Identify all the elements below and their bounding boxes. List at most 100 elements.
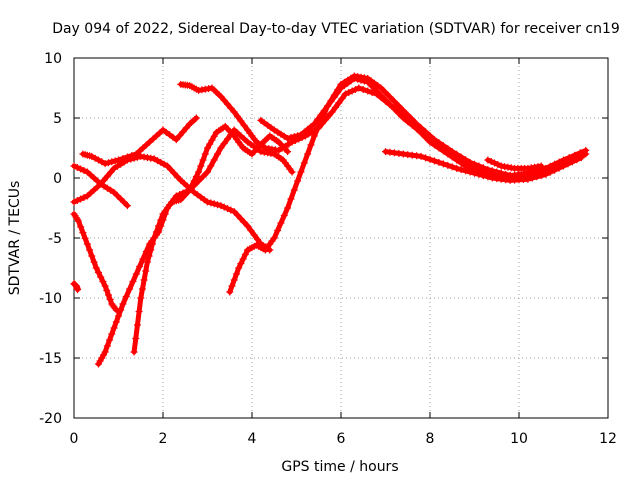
data-point bbox=[220, 203, 228, 211]
data-point bbox=[104, 291, 112, 299]
data-point bbox=[466, 168, 474, 176]
data-point bbox=[137, 294, 145, 302]
x-tick-label: 10 bbox=[510, 431, 528, 447]
data-point bbox=[147, 246, 155, 254]
data-point bbox=[156, 129, 164, 137]
data-point bbox=[235, 264, 243, 272]
data-point bbox=[87, 189, 95, 197]
data-point bbox=[111, 157, 119, 165]
data-point bbox=[74, 286, 82, 294]
data-point bbox=[122, 293, 130, 300]
data-point bbox=[471, 160, 478, 168]
x-tick-label: 0 bbox=[70, 431, 79, 447]
data-point bbox=[77, 223, 85, 231]
data-point bbox=[488, 167, 496, 175]
data-point bbox=[395, 102, 403, 110]
data-point bbox=[210, 200, 218, 208]
data-point bbox=[133, 321, 141, 329]
data-point bbox=[179, 128, 187, 136]
data-point bbox=[417, 124, 425, 132]
data-point bbox=[475, 170, 483, 178]
data-point bbox=[408, 116, 416, 123]
y-tick-label: 0 bbox=[53, 171, 62, 187]
data-point bbox=[167, 166, 175, 174]
data-point bbox=[462, 156, 470, 164]
data-point bbox=[136, 263, 144, 270]
data-point bbox=[494, 161, 502, 168]
data-point bbox=[386, 101, 394, 108]
data-point bbox=[81, 234, 89, 242]
data-point bbox=[320, 107, 328, 114]
data-point bbox=[210, 156, 218, 164]
data-point bbox=[92, 264, 100, 272]
data-point bbox=[135, 308, 143, 315]
data-point bbox=[240, 135, 248, 143]
data-point bbox=[426, 132, 434, 140]
data-point bbox=[138, 285, 146, 293]
data-point bbox=[577, 154, 585, 162]
series-10 bbox=[382, 148, 585, 184]
data-point bbox=[70, 198, 78, 206]
data-point bbox=[250, 231, 258, 239]
data-point bbox=[189, 117, 197, 125]
data-point bbox=[230, 276, 238, 284]
data-point bbox=[197, 162, 205, 170]
data-point bbox=[284, 134, 292, 142]
data-point bbox=[244, 222, 252, 230]
data-point bbox=[111, 305, 119, 312]
data-point bbox=[83, 168, 91, 176]
data-point bbox=[274, 227, 282, 234]
data-point bbox=[99, 351, 107, 359]
data-point bbox=[560, 162, 567, 170]
data-point bbox=[237, 215, 245, 223]
data-point bbox=[351, 86, 359, 93]
data-point bbox=[112, 318, 120, 326]
data-point bbox=[224, 205, 232, 213]
data-point bbox=[120, 198, 128, 206]
data-point bbox=[73, 197, 81, 204]
data-point bbox=[103, 342, 111, 350]
data-point bbox=[491, 159, 499, 167]
data-point bbox=[128, 152, 136, 159]
data-point bbox=[462, 167, 470, 175]
data-point bbox=[484, 173, 492, 181]
data-point bbox=[106, 296, 114, 303]
data-point bbox=[471, 169, 478, 177]
data-point bbox=[132, 150, 140, 158]
data-point bbox=[214, 201, 222, 209]
data-point bbox=[404, 111, 412, 119]
data-point bbox=[240, 122, 248, 129]
series-3 bbox=[70, 210, 120, 314]
data-point bbox=[201, 150, 209, 158]
data-point bbox=[180, 179, 188, 187]
data-point bbox=[422, 154, 430, 162]
data-point bbox=[237, 117, 245, 125]
data-point bbox=[103, 287, 111, 294]
data-point bbox=[254, 236, 262, 243]
chart-title: Day 094 of 2022, Sidereal Day-to-day VTE… bbox=[52, 21, 620, 37]
data-point bbox=[533, 173, 541, 181]
data-point bbox=[444, 161, 452, 169]
data-point bbox=[368, 89, 376, 96]
data-point bbox=[148, 240, 156, 248]
data-point bbox=[439, 142, 447, 150]
data-point bbox=[555, 164, 563, 172]
data-point bbox=[290, 133, 298, 141]
data-point bbox=[227, 104, 235, 112]
data-point bbox=[228, 282, 236, 290]
data-point bbox=[453, 150, 461, 158]
data-point bbox=[479, 172, 487, 180]
data-point bbox=[199, 173, 207, 180]
data-point bbox=[290, 186, 298, 194]
data-point bbox=[537, 162, 545, 170]
data-point bbox=[448, 163, 456, 171]
data-point bbox=[146, 138, 154, 146]
data-point bbox=[444, 145, 452, 153]
data-point bbox=[204, 168, 211, 176]
data-point bbox=[110, 188, 118, 196]
data-point bbox=[310, 132, 318, 140]
data-point bbox=[90, 258, 98, 266]
data-point bbox=[214, 150, 222, 158]
data-marks bbox=[70, 72, 590, 368]
data-point bbox=[237, 260, 245, 267]
